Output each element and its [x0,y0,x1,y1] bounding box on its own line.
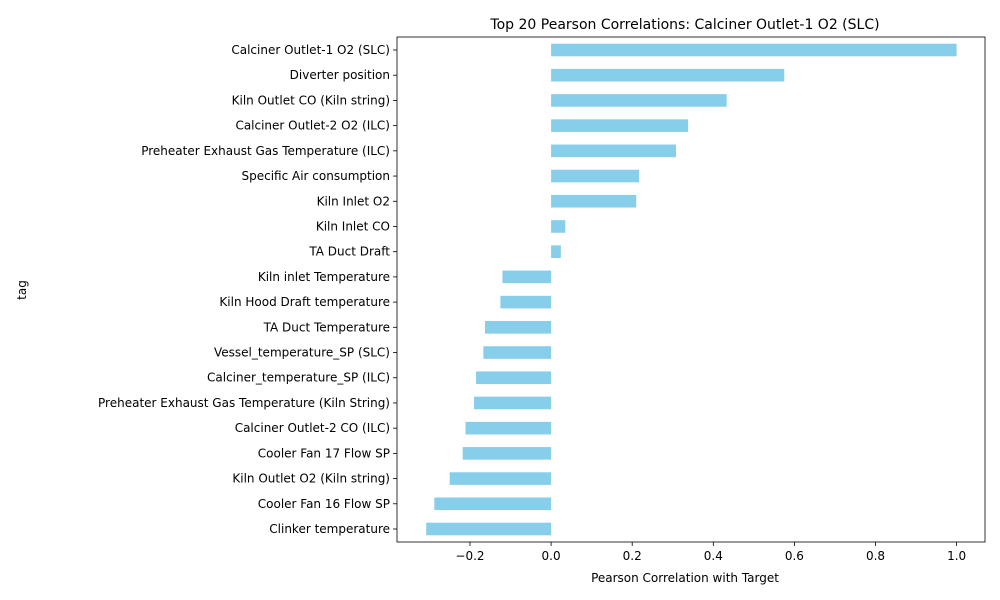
x-tick-label: 0.4 [704,549,723,563]
bar [483,346,552,359]
x-tick-label: 0.8 [866,549,885,563]
bar [502,270,552,284]
x-tick-label: 0.6 [785,549,804,563]
bar [474,396,552,410]
y-tick-label: Vessel_temperature_SP (SLC) [214,346,390,360]
y-tick-label: Specific Air consumption [241,169,390,183]
bar [449,472,552,485]
x-axis-title: Pearson Correlation with Target [591,571,779,585]
x-tick-label: 0.0 [542,549,561,563]
y-tick-label: Cooler Fan 16 Flow SP [258,497,390,511]
bar [551,68,785,82]
y-tick-label: Kiln Inlet O2 [317,194,390,208]
y-tick-label: Preheater Exhaust Gas Temperature (Kiln … [98,396,390,410]
bar [551,144,676,158]
y-tick-label: Kiln Outlet CO (Kiln string) [232,93,390,107]
bar [500,295,552,309]
bar [462,447,552,460]
y-tick-label: Kiln Outlet O2 (Kiln string) [232,472,390,486]
y-tick-label: Kiln inlet Temperature [258,270,390,284]
bar [465,421,552,435]
y-tick-label: Kiln Hood Draft temperature [219,295,390,309]
bar [551,169,640,183]
bar [434,497,552,511]
y-tick-label: Kiln Inlet CO [316,219,390,233]
bar [551,43,957,57]
x-axis-ticks: −0.2 0.0 0.2 0.4 0.6 0.8 1.0 [455,542,966,563]
chart-title: Top 20 Pearson Correlations: Calciner Ou… [489,17,879,33]
bar [551,245,561,258]
bar [551,94,727,107]
x-tick-label: 1.0 [947,549,966,563]
y-tick-label: Calciner_temperature_SP (ILC) [207,371,390,385]
y-tick-label: Calciner Outlet-2 O2 (ILC) [235,119,390,133]
bars-group [426,43,957,536]
bar [551,119,689,132]
y-tick-label: TA Duct Temperature [263,320,390,334]
y-tick-label: TA Duct Draft [308,245,390,259]
bar [551,220,566,233]
y-tick-label: Calciner Outlet-1 O2 (SLC) [231,43,390,57]
y-axis-title: tag [15,280,29,300]
y-tick-label: Preheater Exhaust Gas Temperature (ILC) [141,144,390,158]
y-tick-label: Calciner Outlet-2 CO (ILC) [235,421,390,435]
y-tick-label: Clinker temperature [269,522,390,536]
y-tick-label: Cooler Fan 17 Flow SP [258,446,390,460]
bar [551,194,637,208]
bar [484,321,552,334]
x-tick-label: −0.2 [455,549,484,563]
y-tick-label: Diverter position [290,68,390,82]
bar [426,522,552,536]
y-axis-ticks: Calciner Outlet-1 O2 (SLC) Diverter posit… [98,43,397,536]
x-tick-label: 0.2 [623,549,642,563]
bar [476,371,552,385]
plot-frame [396,36,986,543]
